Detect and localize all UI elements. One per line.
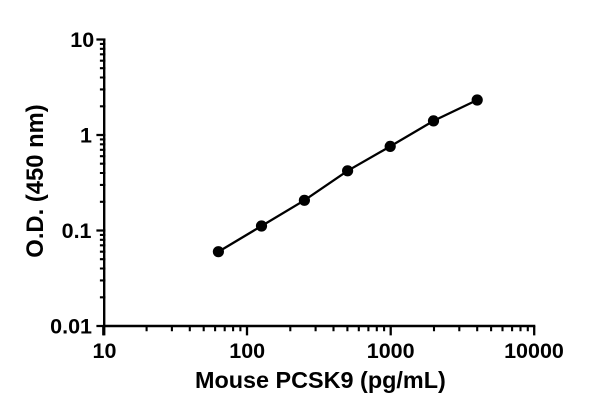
svg-text:Mouse PCSK9 (pg/mL): Mouse PCSK9 (pg/mL): [195, 367, 446, 393]
svg-text:100: 100: [229, 339, 265, 363]
svg-text:10: 10: [93, 339, 117, 363]
svg-text:0.1: 0.1: [62, 219, 92, 243]
svg-text:1: 1: [80, 124, 92, 148]
svg-text:0.01: 0.01: [50, 315, 92, 339]
svg-text:1000: 1000: [367, 339, 415, 363]
svg-text:10000: 10000: [504, 339, 564, 363]
svg-text:10: 10: [70, 28, 94, 52]
svg-text:O.D. (450 nm): O.D. (450 nm): [22, 104, 49, 257]
